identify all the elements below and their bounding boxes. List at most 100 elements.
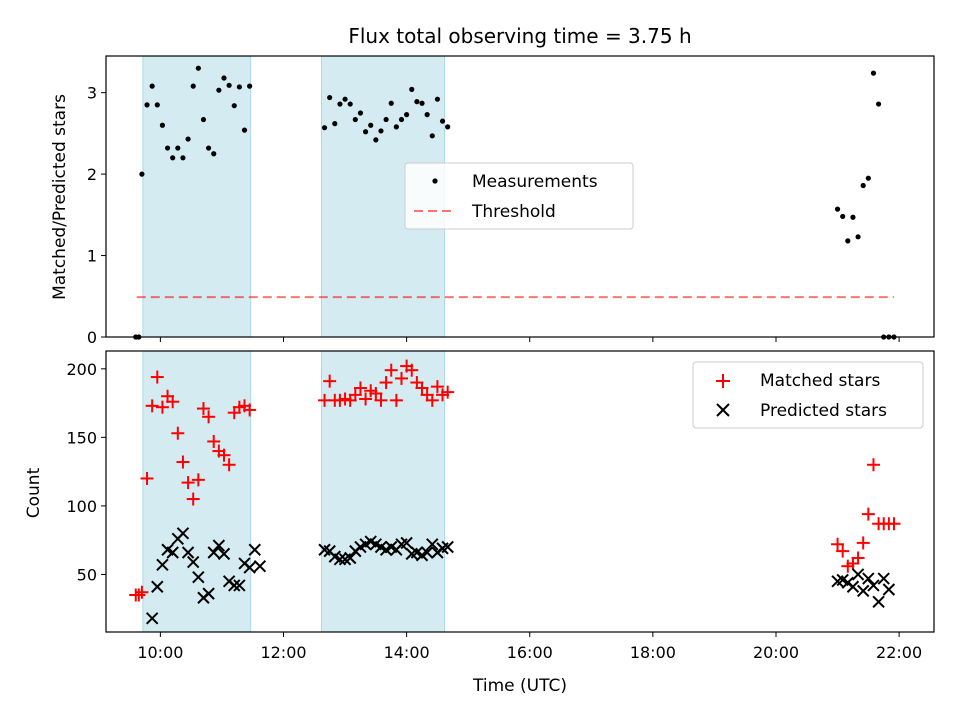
- predicted-star-point: [176, 527, 190, 540]
- matched-star-point: [405, 363, 419, 377]
- matched-star-point: [851, 551, 865, 565]
- predicted-star-point: [856, 584, 870, 598]
- matched-star-point: [394, 371, 408, 385]
- matched-star-point: [171, 426, 185, 440]
- matched-star-point: [353, 381, 367, 395]
- measurement-point: [434, 96, 441, 102]
- measurement-point: [170, 155, 176, 161]
- shaded-region: [320, 350, 446, 633]
- matched-star-point: [425, 393, 439, 407]
- matched-star-point: [836, 544, 850, 558]
- predicted-star-point: [202, 587, 215, 600]
- measurement-point: [383, 116, 389, 123]
- x-tick-label: 12:00: [260, 643, 306, 662]
- measurement-point: [409, 86, 415, 92]
- predicted-star-point: [166, 546, 179, 559]
- measurement-point: [834, 206, 841, 212]
- bottom-y-axis-label: Count: [24, 467, 44, 518]
- predicted-star-point: [145, 612, 159, 625]
- matched-star-point: [132, 588, 146, 602]
- measurement-point: [393, 124, 399, 130]
- measurement-point: [378, 128, 384, 134]
- bottom-axis-ticks: 10:00 12:00 14:00 16:00 18:00 20:00 22:00 50 100…: [66, 360, 922, 662]
- measurement-point: [139, 171, 145, 177]
- measurement-point: [195, 65, 201, 71]
- top-y-axis-label: Matched/Predicted stars: [50, 94, 70, 300]
- bottom-y-tick-label: 150: [66, 428, 97, 447]
- matched-star-point: [866, 458, 880, 472]
- measurement-point: [200, 116, 207, 123]
- x-tick-label: 20:00: [753, 643, 799, 662]
- predicted-star-point: [207, 546, 220, 559]
- predicted-star-point: [217, 547, 231, 561]
- predicted-star-point: [192, 570, 205, 584]
- predicted-star-point: [181, 546, 195, 559]
- measurement-point: [206, 145, 212, 151]
- predicted-star-point: [882, 583, 896, 596]
- matched-star-point: [145, 399, 159, 413]
- measurement-point: [144, 102, 150, 108]
- measurement-point: [875, 101, 882, 107]
- predicted-star-point: [862, 572, 875, 585]
- x-tick-label: 18:00: [630, 643, 676, 662]
- predicted-star-point: [877, 572, 890, 585]
- bottom-axes-frame: [105, 350, 935, 633]
- measurement-point: [424, 112, 430, 118]
- measurement-point: [419, 100, 425, 106]
- shaded-region: [142, 55, 252, 338]
- x-axis-label: Time (UTC): [472, 676, 567, 696]
- matched-star-point: [140, 471, 154, 485]
- measurement-point: [190, 83, 196, 89]
- predicted-star-point: [187, 555, 200, 569]
- predicted-star-point: [151, 580, 164, 593]
- x-tick-label: 10:00: [137, 643, 183, 662]
- matched-legend-label: Matched stars: [760, 371, 880, 391]
- measurements-legend-label: Measurements: [472, 172, 598, 192]
- measurement-point: [216, 87, 222, 93]
- matched-star-point: [202, 410, 216, 424]
- measurement-point: [159, 122, 166, 128]
- measurement-point: [368, 122, 374, 128]
- bottom-legend-box: [692, 361, 924, 429]
- top-y-tick-label: 1: [87, 247, 97, 266]
- predicted-star-point: [441, 540, 454, 554]
- measurement-point: [439, 118, 446, 124]
- predicted-star-point: [333, 553, 347, 566]
- matched-legend-marker: [716, 374, 730, 388]
- measurement-point: [404, 112, 410, 118]
- bottom-legend: Matched stars Predicted stars: [692, 361, 924, 429]
- predicted-star-point: [233, 579, 246, 592]
- matched-star-point: [856, 536, 870, 550]
- measurement-point: [870, 70, 877, 76]
- predicted-star-point: [872, 595, 885, 609]
- measurement-point: [211, 151, 217, 157]
- predicted-star-point: [156, 558, 169, 572]
- matched-star-point: [217, 448, 231, 462]
- matched-star-point: [135, 585, 149, 599]
- matched-star-point: [150, 370, 164, 384]
- bottom-y-tick-label: 100: [66, 497, 97, 516]
- x-tick-label: 14:00: [384, 643, 430, 662]
- matched-star-point: [415, 381, 429, 395]
- matched-star-point: [191, 473, 205, 487]
- predicted-star-point: [851, 568, 865, 581]
- matched-star-point: [861, 507, 875, 521]
- predicted-star-point: [243, 561, 256, 574]
- bottom-y-tick-label: 200: [66, 360, 97, 379]
- predicted-star-point: [846, 580, 860, 593]
- top-y-tick-label: 2: [87, 165, 97, 184]
- measurement-point: [445, 124, 451, 130]
- bottom-y-tick-label: 50: [77, 565, 97, 584]
- top-legend: Measurements Threshold: [404, 162, 634, 230]
- count-points: [129, 359, 901, 625]
- top-y-tick-label: 3: [87, 84, 97, 103]
- predicted-star-point: [343, 551, 357, 565]
- measurement-point: [231, 103, 237, 109]
- measurement-point: [840, 213, 846, 220]
- top-y-tick-label: 0: [87, 328, 97, 347]
- measurements-legend-marker: [432, 178, 438, 184]
- measurement-point: [414, 99, 420, 105]
- top-axis-ticks: 0 1 2 3: [87, 84, 900, 347]
- measurement-point: [352, 116, 358, 123]
